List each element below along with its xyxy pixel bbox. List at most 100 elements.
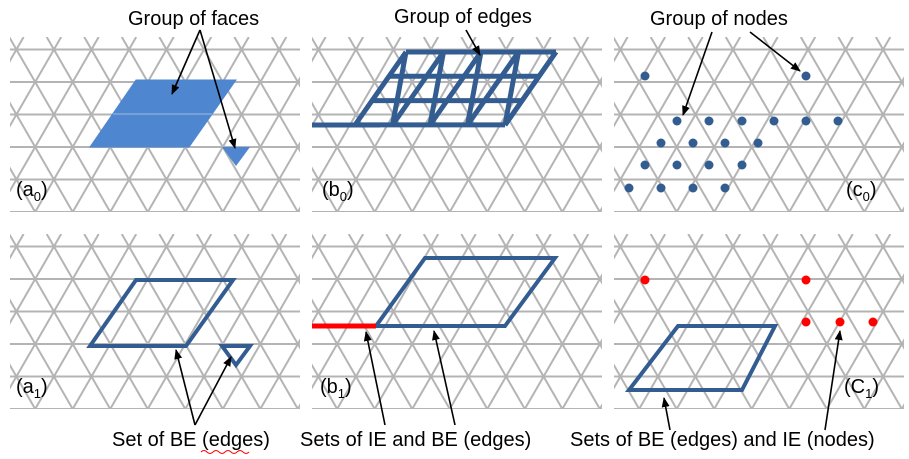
- annotation-edges: Group of edges: [394, 6, 532, 28]
- label-c1: (C1): [844, 376, 879, 401]
- grid-line: [825, 76, 904, 212]
- arrow-be-1: [174, 349, 196, 426]
- group-node: [737, 116, 747, 126]
- grid-line: [863, 338, 904, 409]
- caption-c1: Sets of BE (edges) and IE (nodes): [570, 429, 875, 451]
- annotation-faces: Group of faces: [128, 8, 259, 30]
- group-node: [688, 183, 698, 193]
- grid-line: [271, 234, 300, 285]
- boundary-edges: [372, 256, 559, 328]
- grid-line: [687, 37, 791, 212]
- grid-line: [875, 234, 904, 285]
- grid-line: [614, 234, 716, 409]
- grid-line: [271, 37, 300, 88]
- group-node: [624, 183, 634, 193]
- grid-line: [713, 37, 817, 212]
- group-node: [704, 116, 714, 126]
- group-node: [672, 160, 682, 170]
- grid-line: [312, 234, 402, 390]
- grid-line: [373, 234, 477, 409]
- arrow-faces-1: [171, 29, 201, 95]
- grid-line: [71, 234, 175, 409]
- group-edge: [390, 51, 409, 126]
- interior-node: [640, 275, 650, 285]
- grid-line: [184, 37, 288, 212]
- grid-line: [10, 234, 63, 325]
- panel-b1: [312, 234, 602, 409]
- grid-line: [10, 37, 100, 193]
- group-node: [704, 160, 714, 170]
- grid-line: [146, 234, 250, 409]
- group-node: [753, 138, 763, 148]
- caption-a1: Set of BE (edges): [112, 429, 270, 451]
- grid-line: [614, 234, 704, 390]
- grid-line: [312, 298, 376, 409]
- grid-line: [312, 166, 339, 212]
- group-node: [720, 183, 730, 193]
- group-edge: [427, 51, 446, 126]
- grid-line: [10, 37, 63, 128]
- group-edge: [352, 50, 409, 127]
- grid-line: [762, 234, 866, 409]
- grid-line: [448, 234, 552, 409]
- spellcheck-underline: [200, 450, 250, 454]
- group-node: [737, 160, 747, 170]
- grid-line: [614, 37, 667, 128]
- group-node: [801, 116, 811, 126]
- grid-line: [837, 234, 904, 350]
- grid-line: [649, 37, 753, 212]
- group-node: [801, 71, 811, 81]
- boundary-edges: [624, 324, 779, 392]
- grid-line: [649, 234, 753, 409]
- grid-line: [614, 363, 641, 409]
- group-node: [688, 138, 698, 148]
- grid-line: [45, 234, 149, 409]
- grid-line: [875, 37, 904, 88]
- grid-line: [713, 234, 817, 409]
- label-c0: (c0): [846, 179, 877, 204]
- panel-a0: [10, 37, 300, 212]
- grid-line: [221, 273, 300, 409]
- interior-node: [835, 317, 845, 327]
- grid-line: [614, 37, 716, 212]
- grid-line: [497, 234, 601, 409]
- grid-line: [561, 141, 602, 212]
- grid-line: [638, 234, 742, 409]
- grid-line: [638, 37, 742, 212]
- grid-line: [573, 234, 602, 285]
- grid-line: [195, 37, 299, 212]
- caption-b1: Sets of IE and BE (edges): [300, 429, 531, 451]
- grid-line: [312, 234, 365, 325]
- grid-line: [10, 363, 37, 409]
- grid-line: [45, 37, 149, 212]
- interior-node: [801, 317, 811, 327]
- grid-line: [837, 37, 904, 153]
- arrow-edges: [465, 29, 481, 56]
- grid-line: [10, 234, 112, 409]
- grid-line: [184, 234, 288, 409]
- group-node: [656, 183, 666, 193]
- grid-line: [523, 273, 602, 409]
- grid-line: [259, 141, 300, 212]
- boundary-edges: [86, 278, 237, 348]
- grid-line: [863, 141, 904, 212]
- grid-line: [158, 37, 262, 212]
- grid-line: [535, 37, 602, 153]
- grid-line: [614, 37, 704, 193]
- grid-line: [34, 37, 138, 212]
- label-a0: (a0): [16, 179, 48, 204]
- group-node: [833, 116, 843, 126]
- grid-line: [675, 234, 779, 409]
- label-b0: (b0): [322, 179, 354, 204]
- arrow-ie: [363, 331, 386, 426]
- label-b1: (b1): [320, 376, 352, 401]
- grid-line: [83, 234, 187, 409]
- label-a1: (a1): [16, 376, 48, 401]
- annotation-nodes: Group of nodes: [650, 8, 788, 30]
- grid-line: [486, 234, 590, 409]
- grid-line: [762, 37, 866, 212]
- grid-line: [799, 37, 903, 212]
- arrow-be-2: [194, 356, 232, 426]
- panel-a1: [10, 234, 300, 409]
- grid-line: [109, 234, 213, 409]
